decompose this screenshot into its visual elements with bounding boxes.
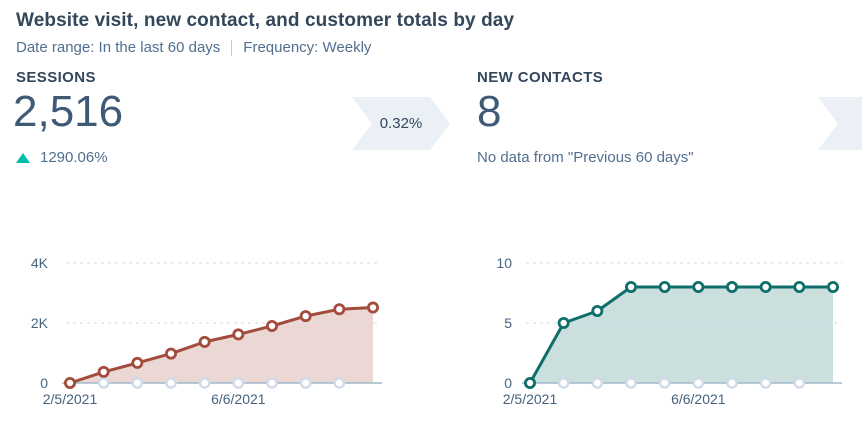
conversion-rate-chevron: 0.32%	[352, 97, 450, 150]
x-tick-label: 6/6/2021	[671, 391, 726, 407]
next-conversion-chevron	[818, 97, 862, 150]
y-tick-label: 0	[504, 375, 512, 391]
zero-data-point[interactable]	[591, 377, 604, 389]
zero-data-point[interactable]	[658, 377, 671, 389]
report-title: Website visit, new contact, and customer…	[16, 10, 515, 31]
frequency-label: Frequency: Weekly	[243, 39, 372, 56]
sessions-metric-label: SESSIONS	[16, 69, 96, 86]
date-range-label: Date range: In the last 60 days	[16, 39, 221, 56]
report-filters: Date range: In the last 60 days Frequenc…	[16, 39, 371, 56]
y-tick-label: 4K	[31, 255, 49, 271]
data-point[interactable]	[164, 347, 177, 360]
data-point[interactable]	[557, 317, 570, 330]
zero-data-point[interactable]	[299, 377, 312, 389]
new-contacts-metric-label: NEW CONTACTS	[477, 69, 604, 86]
data-point[interactable]	[759, 281, 772, 294]
zero-data-point[interactable]	[692, 377, 705, 389]
zero-data-point[interactable]	[333, 377, 346, 389]
zero-data-point[interactable]	[557, 377, 570, 389]
new-contacts-note: No data from "Previous 60 days"	[477, 149, 694, 166]
data-point[interactable]	[299, 310, 312, 323]
x-tick-label: 2/5/2021	[503, 391, 558, 407]
x-tick-label: 2/5/2021	[43, 391, 98, 407]
zero-data-point[interactable]	[266, 377, 278, 389]
data-point[interactable]	[131, 356, 144, 369]
zero-data-point[interactable]	[232, 377, 245, 389]
sessions-metric-value: 2,516	[13, 87, 124, 136]
data-point[interactable]	[658, 281, 671, 294]
data-point[interactable]	[793, 281, 806, 294]
divider	[231, 39, 233, 56]
data-point[interactable]	[265, 320, 278, 333]
data-point[interactable]	[624, 281, 637, 294]
series-area	[530, 287, 833, 383]
zero-data-point[interactable]	[131, 377, 144, 389]
data-point[interactable]	[97, 365, 110, 378]
zero-data-point[interactable]	[97, 377, 110, 389]
zero-data-point[interactable]	[165, 377, 177, 389]
data-point[interactable]	[524, 376, 537, 389]
data-point[interactable]	[64, 376, 77, 389]
new-contacts-chart[interactable]: 0 5 10 2/5/2021 6/6/2021	[430, 240, 862, 425]
data-point[interactable]	[232, 328, 245, 341]
data-point[interactable]	[826, 281, 839, 294]
zero-data-point[interactable]	[726, 377, 738, 389]
conversion-rate-value: 0.32%	[379, 115, 423, 132]
series-line	[528, 285, 833, 384]
new-contacts-metric-value: 8	[477, 87, 502, 136]
data-point[interactable]	[725, 281, 738, 294]
y-tick-label: 5	[504, 315, 512, 331]
data-point[interactable]	[198, 335, 211, 348]
sessions-chart[interactable]: 0 2K 4K 2/5/2021 6/6/2021	[0, 240, 430, 425]
y-tick-label: 0	[40, 375, 48, 391]
data-point[interactable]	[692, 281, 705, 294]
zero-data-point[interactable]	[793, 377, 806, 389]
data-point[interactable]	[333, 303, 346, 316]
sessions-change-value: 1290.06%	[40, 149, 108, 166]
series-area	[70, 307, 373, 383]
y-tick-label: 10	[496, 255, 512, 271]
x-tick-label: 6/6/2021	[211, 391, 266, 407]
data-point[interactable]	[591, 305, 604, 318]
zero-data-point[interactable]	[198, 377, 211, 389]
increase-arrow-icon	[16, 152, 30, 163]
zero-data-point[interactable]	[759, 377, 772, 389]
series-line	[69, 306, 374, 385]
y-tick-label: 2K	[31, 315, 49, 331]
data-point[interactable]	[366, 301, 379, 314]
zero-data-point[interactable]	[625, 377, 637, 389]
sessions-change: 1290.06%	[16, 149, 108, 166]
